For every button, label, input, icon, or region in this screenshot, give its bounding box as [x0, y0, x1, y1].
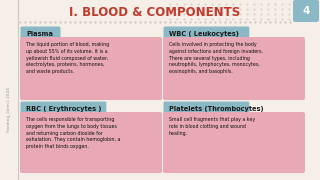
- FancyBboxPatch shape: [20, 26, 60, 42]
- FancyBboxPatch shape: [163, 37, 305, 100]
- FancyBboxPatch shape: [164, 102, 249, 116]
- FancyBboxPatch shape: [20, 112, 162, 173]
- Text: Platelets (Thrombocytes): Platelets (Thrombocytes): [169, 106, 264, 112]
- Text: Harding_Gem | 2024: Harding_Gem | 2024: [7, 87, 11, 132]
- Text: The liquid portion of blood, making
up about 55% of its volume. It is a
yellowis: The liquid portion of blood, making up a…: [26, 42, 109, 74]
- FancyBboxPatch shape: [293, 0, 319, 22]
- FancyBboxPatch shape: [20, 102, 106, 116]
- Text: The cells responsible for transporting
oxygen from the lungs to body tissues
and: The cells responsible for transporting o…: [26, 117, 120, 149]
- Text: Cells involved in protecting the body
against infections and foreign invaders.
T: Cells involved in protecting the body ag…: [169, 42, 263, 74]
- Text: I. BLOOD & COMPONENTS: I. BLOOD & COMPONENTS: [69, 6, 241, 19]
- FancyBboxPatch shape: [164, 26, 249, 42]
- Text: RBC ( Erythrocytes ): RBC ( Erythrocytes ): [26, 106, 101, 112]
- Text: Small cell fragments that play a key
role in blood clotting and wound
healing.: Small cell fragments that play a key rol…: [169, 117, 255, 136]
- FancyBboxPatch shape: [163, 112, 305, 173]
- FancyBboxPatch shape: [20, 37, 162, 100]
- Text: Plasma: Plasma: [26, 31, 53, 37]
- Text: WBC ( Leukocytes): WBC ( Leukocytes): [169, 31, 239, 37]
- Text: 4: 4: [302, 6, 310, 16]
